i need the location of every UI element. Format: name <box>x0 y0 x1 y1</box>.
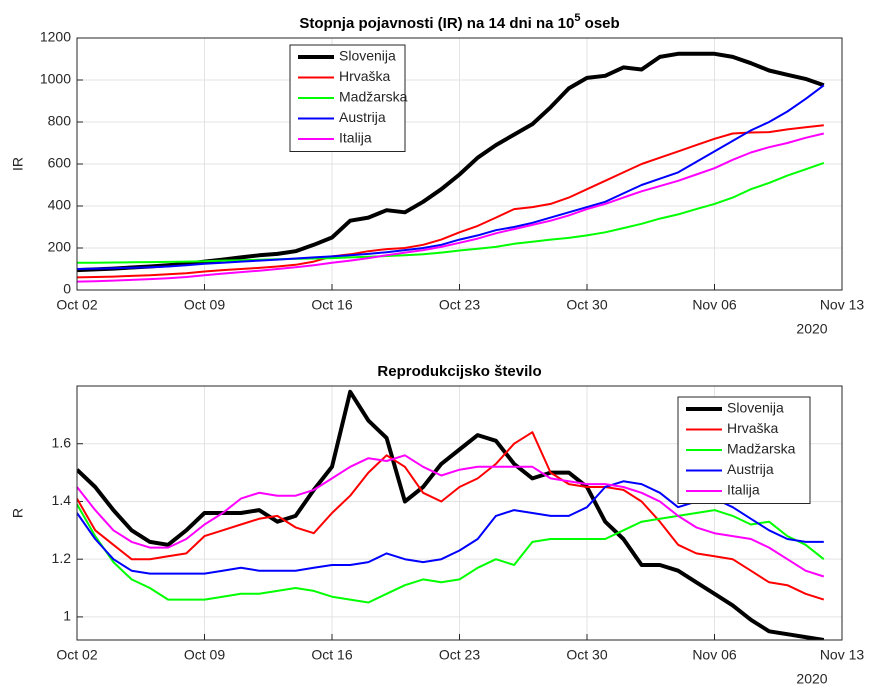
y-tick-label: 1200 <box>40 29 71 45</box>
chart-title: Reprodukcijsko število <box>377 363 541 380</box>
legend-label: Hrvaška <box>727 420 779 436</box>
x-tick-label: Nov 06 <box>692 297 737 313</box>
x-tick-label: Oct 09 <box>184 297 225 313</box>
series-line <box>77 84 825 270</box>
x-tick-label: Oct 23 <box>439 647 480 663</box>
y-tick-label: 1 <box>63 608 71 624</box>
series-line <box>77 389 825 640</box>
legend: Slovenija Hrvaška Madžarska Austrija Italija <box>677 396 811 504</box>
x-tick-label: Nov 13 <box>820 297 865 313</box>
y-tick-label: 600 <box>48 155 72 171</box>
title-part: Stopnja pojavnosti (IR) na 14 dni na 10 <box>299 15 574 32</box>
legend: Slovenija Hrvaška Madžarska Austrija Italija <box>289 44 408 152</box>
axes-box <box>76 385 843 641</box>
title-part: Reprodukcijsko število <box>377 363 541 380</box>
series-line <box>77 161 825 264</box>
y-tick-label: 0 <box>63 281 71 297</box>
legend-label: Madžarska <box>727 441 796 457</box>
x-tick-label: Oct 16 <box>311 297 352 313</box>
legend-label: Austrija <box>339 109 386 125</box>
legend-label: Slovenija <box>727 400 784 416</box>
series-line <box>77 503 825 604</box>
y-tick-label: 1.6 <box>52 434 72 450</box>
title-part: 5 <box>574 12 580 24</box>
legend-label: Slovenija <box>339 48 396 64</box>
series-line <box>77 454 825 578</box>
x-tick-label: Oct 09 <box>184 647 225 663</box>
y-tick-label: 200 <box>48 239 72 255</box>
legend-label: Austrija <box>727 461 774 477</box>
x-tick-label: Nov 13 <box>820 647 865 663</box>
x-tick-label: Nov 06 <box>692 647 737 663</box>
x-offset-label: 2020 <box>796 671 827 687</box>
x-offset-label: 2020 <box>796 321 827 337</box>
axes-box <box>76 37 843 291</box>
x-tick-label: Oct 30 <box>566 647 607 663</box>
y-tick-label: 800 <box>48 113 72 129</box>
legend-label: Hrvaška <box>339 68 391 84</box>
series-line <box>77 132 825 283</box>
x-tick-label: Oct 02 <box>56 647 97 663</box>
series-line <box>77 124 824 279</box>
y-axis-label: IR <box>10 157 26 171</box>
x-tick-label: Oct 16 <box>311 647 352 663</box>
y-tick-label: 400 <box>48 197 72 213</box>
series-line <box>77 431 825 601</box>
legend-label: Italija <box>727 482 760 498</box>
legend-label: Italija <box>339 130 372 146</box>
x-tick-label: Oct 30 <box>566 297 607 313</box>
y-tick-label: 1.4 <box>52 492 72 508</box>
title-part: oseb <box>580 15 619 32</box>
chart-title: Stopnja pojavnosti (IR) na 14 dni na 105… <box>299 12 619 32</box>
x-tick-label: Oct 23 <box>439 297 480 313</box>
y-axis-label: R <box>10 508 26 518</box>
y-tick-label: 1.2 <box>52 550 72 566</box>
y-tick-label: 1000 <box>40 71 71 87</box>
x-tick-label: Oct 02 <box>56 297 97 313</box>
legend-label: Madžarska <box>339 89 408 105</box>
